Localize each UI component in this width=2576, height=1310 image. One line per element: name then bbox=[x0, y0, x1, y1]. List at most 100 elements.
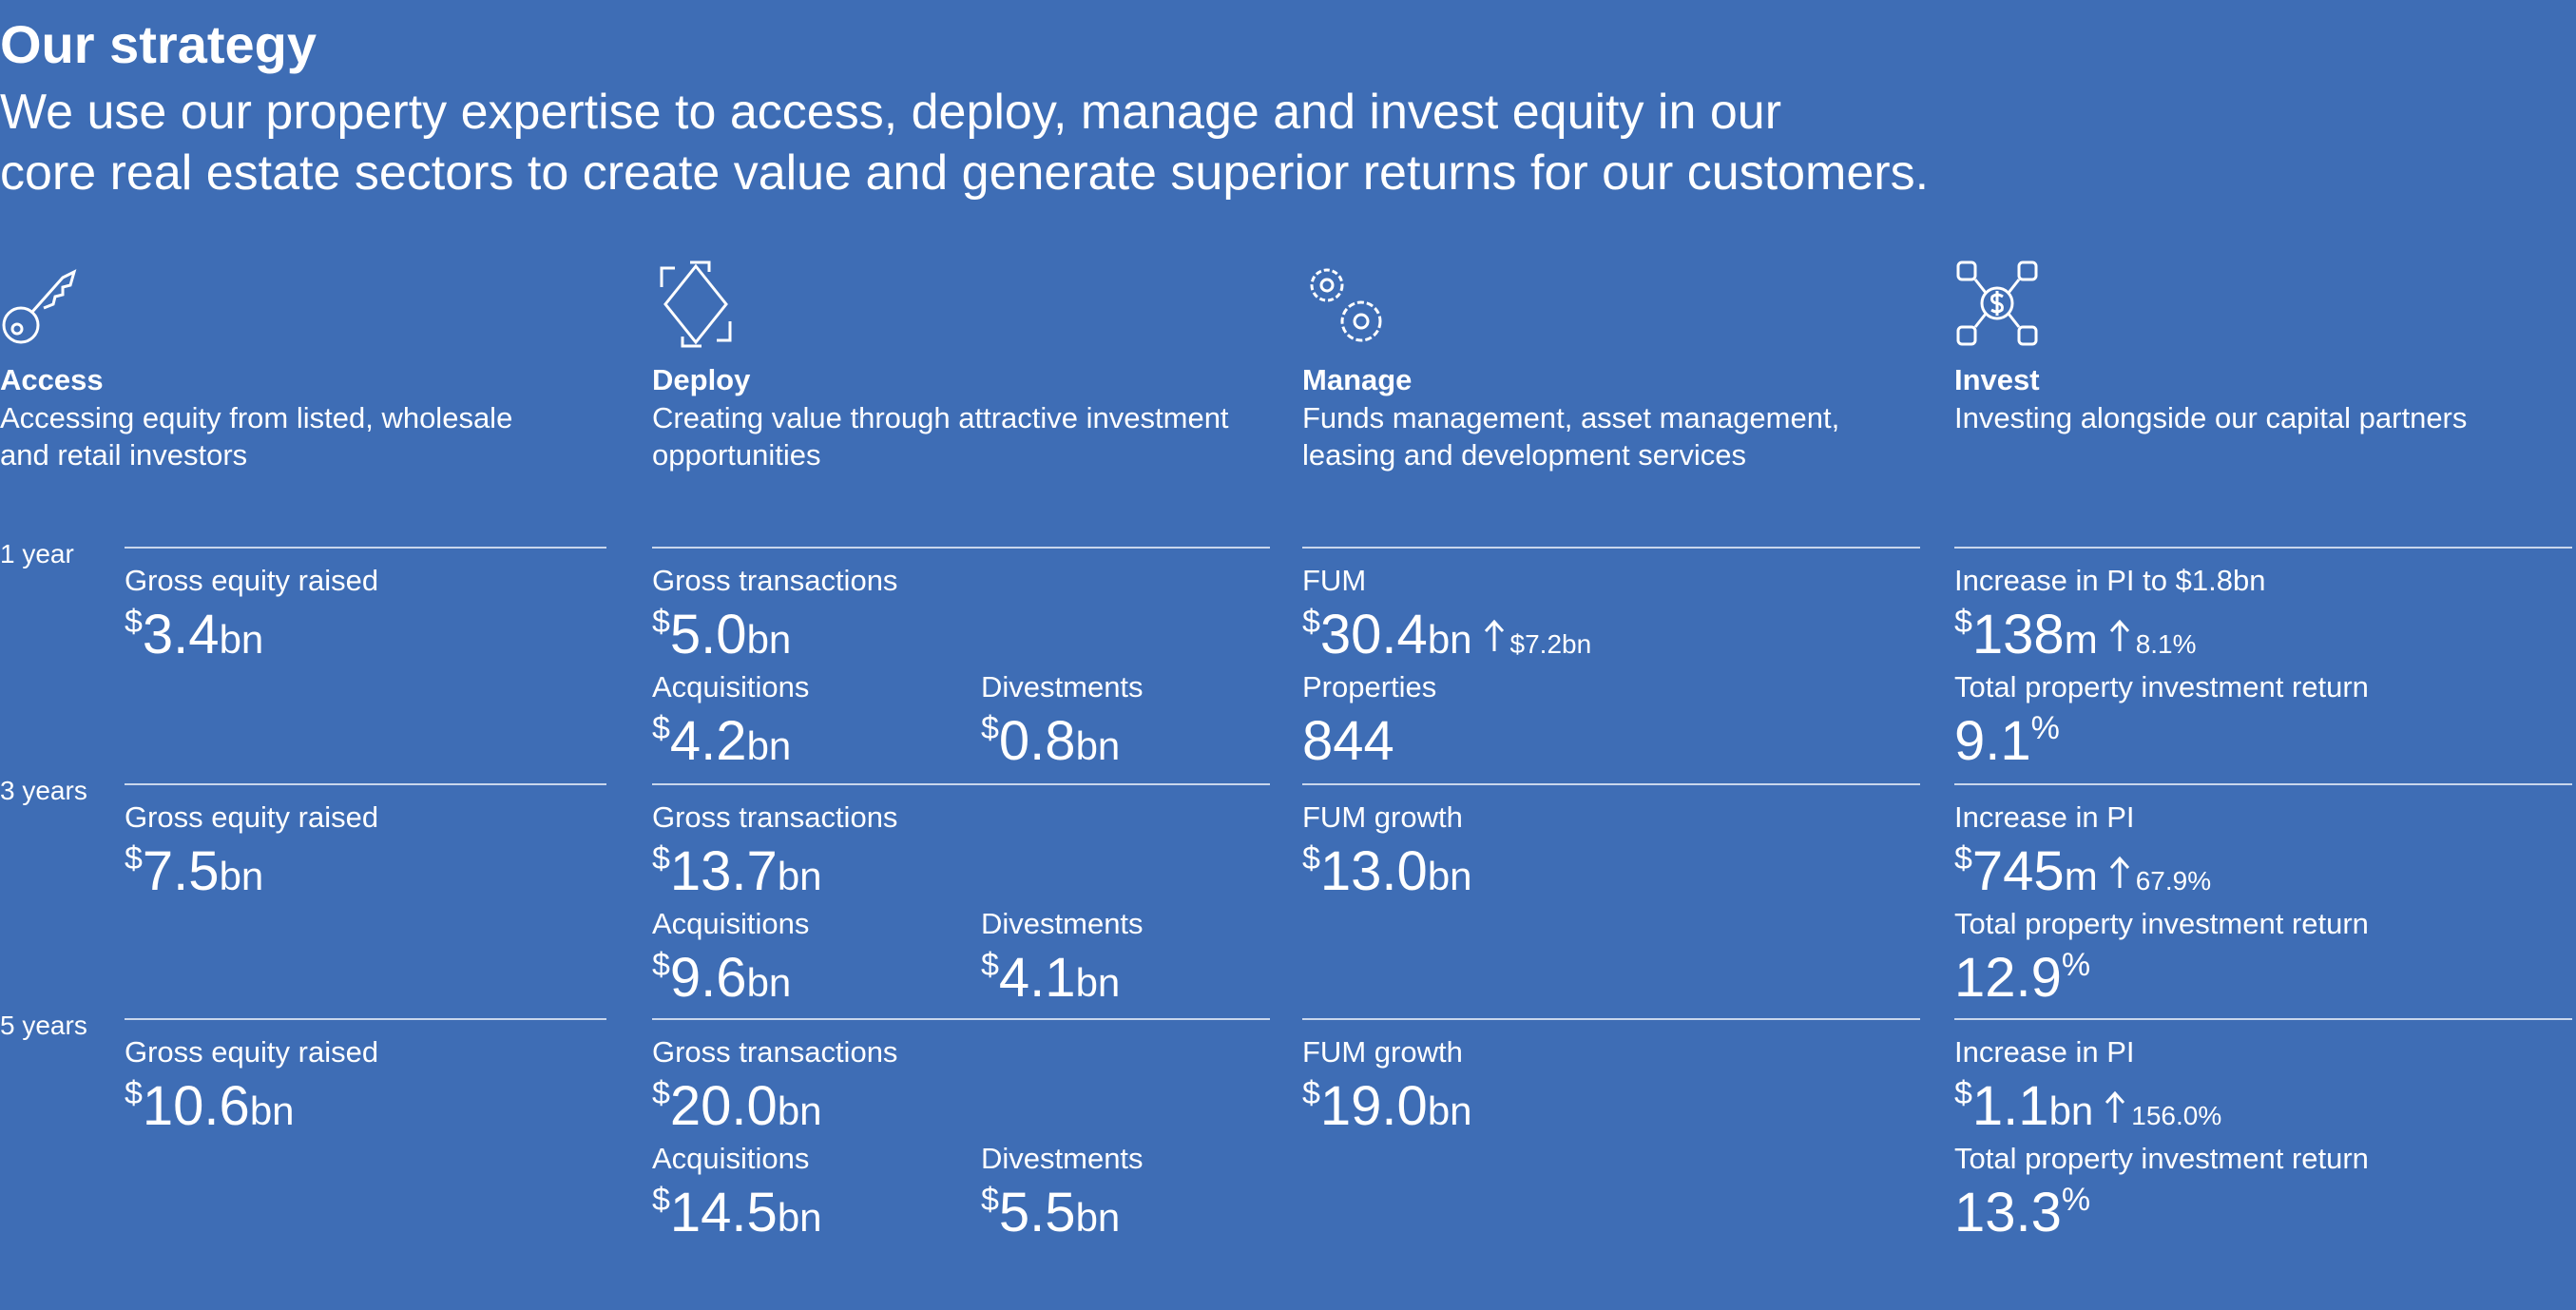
metric: FUM growth $19.0bn bbox=[1302, 1035, 1472, 1134]
metric: Gross equity raised $10.6bn bbox=[125, 1035, 378, 1134]
value: 7.5 bbox=[142, 840, 220, 902]
metric: Gross equity raised $7.5bn bbox=[125, 800, 378, 899]
value: 0.8 bbox=[998, 710, 1076, 772]
metric-label: Acquisitions bbox=[652, 907, 810, 940]
metric-label: FUM bbox=[1302, 564, 1367, 597]
metric-value: $13.0bn bbox=[1302, 842, 1472, 899]
metric-value: $0.8bn bbox=[981, 712, 1144, 769]
prefix: $ bbox=[652, 710, 670, 746]
divider bbox=[1954, 1018, 2572, 1020]
title: Our strategy bbox=[0, 14, 317, 74]
metric-value: $10.6bn bbox=[125, 1077, 378, 1134]
gears-icon bbox=[1310, 268, 1382, 342]
metric-label: Divestments bbox=[981, 1142, 1144, 1175]
prefix: $ bbox=[652, 840, 670, 877]
unit: bn bbox=[1075, 723, 1121, 768]
value: 30.4 bbox=[1319, 604, 1428, 665]
column-heading: Manage bbox=[1302, 363, 1413, 396]
suffix: % bbox=[2061, 947, 2091, 983]
value: 3.4 bbox=[142, 604, 220, 665]
prefix: $ bbox=[1954, 604, 1972, 640]
metric: Gross transactions $13.7bn bbox=[652, 800, 897, 899]
column-heading: Access bbox=[0, 363, 104, 396]
metric: Acquisitions $9.6bn bbox=[652, 907, 809, 1006]
metric-label: Acquisitions bbox=[652, 670, 810, 703]
metric-value: $5.5bn bbox=[981, 1182, 1144, 1243]
metric-value: $30.4bn $7.2bn bbox=[1302, 604, 1591, 665]
metric: Increase in PI $1.1bn 156.0% bbox=[1954, 1035, 2221, 1134]
column-description: Funds management, asset management, bbox=[1302, 401, 1840, 434]
suffix: % bbox=[2061, 1182, 2091, 1218]
metric-label: Increase in PI bbox=[1954, 1035, 2135, 1069]
prefix: $ bbox=[125, 1075, 143, 1111]
metric-label: Gross equity raised bbox=[125, 564, 379, 597]
metric-label: Total property investment return bbox=[1954, 907, 2369, 940]
unit: m bbox=[2064, 854, 2098, 898]
unit: bn bbox=[777, 854, 822, 898]
value: 9.6 bbox=[669, 947, 747, 1009]
column-heading: Invest bbox=[1954, 363, 2040, 396]
column-description: Accessing equity from listed, wholesale bbox=[0, 401, 513, 434]
metric: Acquisitions $14.5bn bbox=[652, 1142, 822, 1241]
prefix: $ bbox=[125, 604, 143, 640]
value: 4.1 bbox=[998, 947, 1076, 1009]
divider bbox=[652, 547, 1270, 549]
metric: Increase in PI to $1.8bn $138m 8.1% bbox=[1954, 564, 2265, 663]
value: 10.6 bbox=[142, 1075, 250, 1137]
prefix: $ bbox=[981, 1182, 999, 1218]
metric: Gross transactions $20.0bn bbox=[652, 1035, 897, 1134]
metric-label: Increase in PI to $1.8bn bbox=[1954, 564, 2266, 597]
metric-value: $9.6bn bbox=[652, 949, 809, 1006]
metric-label: Properties bbox=[1302, 670, 1437, 703]
divider bbox=[125, 783, 606, 785]
unit: bn bbox=[777, 1088, 822, 1133]
metric-label: Gross equity raised bbox=[125, 800, 379, 834]
value: 19.0 bbox=[1319, 1075, 1428, 1137]
metric: Gross transactions $5.0bn bbox=[652, 564, 897, 663]
metric-value: $20.0bn bbox=[652, 1077, 897, 1134]
value: 13.7 bbox=[669, 840, 778, 902]
divider bbox=[125, 547, 606, 549]
prefix: $ bbox=[652, 1075, 670, 1111]
unit: m bbox=[2064, 617, 2098, 662]
metric-value: $745m 67.9% bbox=[1954, 842, 2211, 899]
metric-label: Gross equity raised bbox=[125, 1035, 379, 1069]
row-label: 5 years bbox=[0, 1011, 87, 1040]
value: 14.5 bbox=[669, 1182, 778, 1243]
metric-value: $13.7bn bbox=[652, 842, 897, 899]
value: 4.2 bbox=[669, 710, 747, 772]
subtitle: We use our property expertise to access,… bbox=[0, 85, 1782, 140]
metric-value: $4.1bn bbox=[981, 949, 1144, 1006]
prefix: $ bbox=[1954, 1075, 1972, 1111]
prefix: $ bbox=[981, 947, 999, 983]
value: 5.5 bbox=[998, 1182, 1076, 1243]
column-heading: Deploy bbox=[652, 363, 751, 396]
metric-value: 12.9% bbox=[1954, 949, 2369, 1006]
metric-value: $19.0bn bbox=[1302, 1077, 1472, 1134]
unit: bn bbox=[1427, 854, 1472, 898]
metric-value: $5.0bn bbox=[652, 606, 897, 663]
divider bbox=[652, 1018, 1270, 1020]
divider bbox=[1954, 783, 2572, 785]
unit: bn bbox=[219, 854, 264, 898]
metric: Total property investment return 13.3% bbox=[1954, 1142, 2369, 1241]
deploy-icon bbox=[660, 260, 732, 348]
metric: FUM $30.4bn $7.2bn bbox=[1302, 564, 1591, 663]
change: 156.0% bbox=[2131, 1101, 2222, 1130]
value: 12.9 bbox=[1954, 947, 2062, 1009]
metric-value: $1.1bn 156.0% bbox=[1954, 1077, 2222, 1134]
divider bbox=[652, 783, 1270, 785]
suffix: % bbox=[2030, 710, 2060, 746]
divider bbox=[1302, 1018, 1920, 1020]
value: 138 bbox=[1971, 604, 2065, 665]
up-arrow bbox=[2109, 619, 2129, 651]
subtitle: core real estate sectors to create value… bbox=[0, 145, 1930, 201]
metric: Total property investment return 12.9% bbox=[1954, 907, 2369, 1006]
unit: bn bbox=[1427, 1088, 1472, 1133]
unit: bn bbox=[2048, 1088, 2094, 1133]
unit: bn bbox=[1075, 1195, 1121, 1240]
metric-label: Gross transactions bbox=[652, 1035, 898, 1069]
metric-label: Divestments bbox=[981, 670, 1144, 703]
unit: bn bbox=[249, 1088, 295, 1133]
metric: Total property investment return 9.1% bbox=[1954, 670, 2369, 769]
